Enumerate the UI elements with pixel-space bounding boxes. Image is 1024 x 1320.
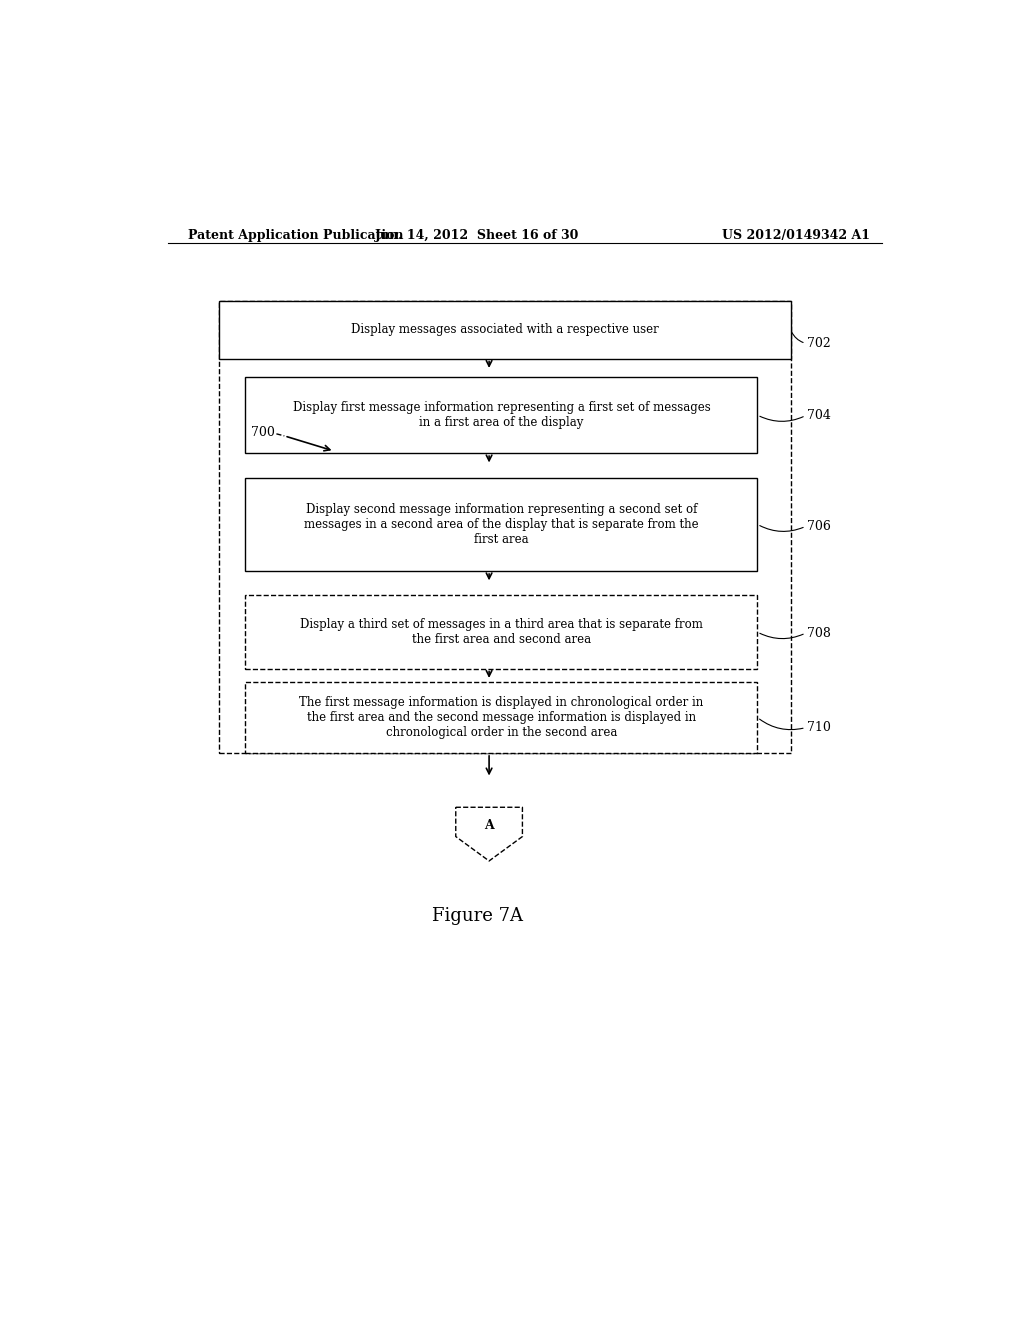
Text: 700: 700	[251, 426, 274, 440]
Bar	[219, 301, 791, 752]
Bar	[246, 682, 758, 752]
Text: 702: 702	[807, 337, 831, 350]
Bar	[246, 595, 758, 669]
Text: Display messages associated with a respective user: Display messages associated with a respe…	[351, 323, 658, 337]
Text: Patent Application Publication: Patent Application Publication	[187, 230, 403, 242]
Text: Figure 7A: Figure 7A	[432, 907, 522, 924]
Text: The first message information is displayed in chronological order in
the first a: The first message information is display…	[299, 696, 703, 739]
Text: Display first message information representing a first set of messages
in a firs: Display first message information repres…	[293, 401, 711, 429]
Text: Display a third set of messages in a third area that is separate from
the first : Display a third set of messages in a thi…	[300, 618, 702, 645]
Text: 708: 708	[807, 627, 831, 640]
Bar	[246, 378, 758, 453]
Text: Jun. 14, 2012  Sheet 16 of 30: Jun. 14, 2012 Sheet 16 of 30	[375, 230, 580, 242]
Bar	[219, 301, 791, 359]
Polygon shape	[456, 808, 522, 861]
Text: US 2012/0149342 A1: US 2012/0149342 A1	[722, 230, 870, 242]
Bar	[246, 478, 758, 572]
Text: 704: 704	[807, 409, 831, 422]
Text: 706: 706	[807, 520, 831, 533]
Text: 710: 710	[807, 721, 831, 734]
Text: A: A	[484, 818, 494, 832]
Text: Display second message information representing a second set of
messages in a se: Display second message information repre…	[304, 503, 698, 545]
